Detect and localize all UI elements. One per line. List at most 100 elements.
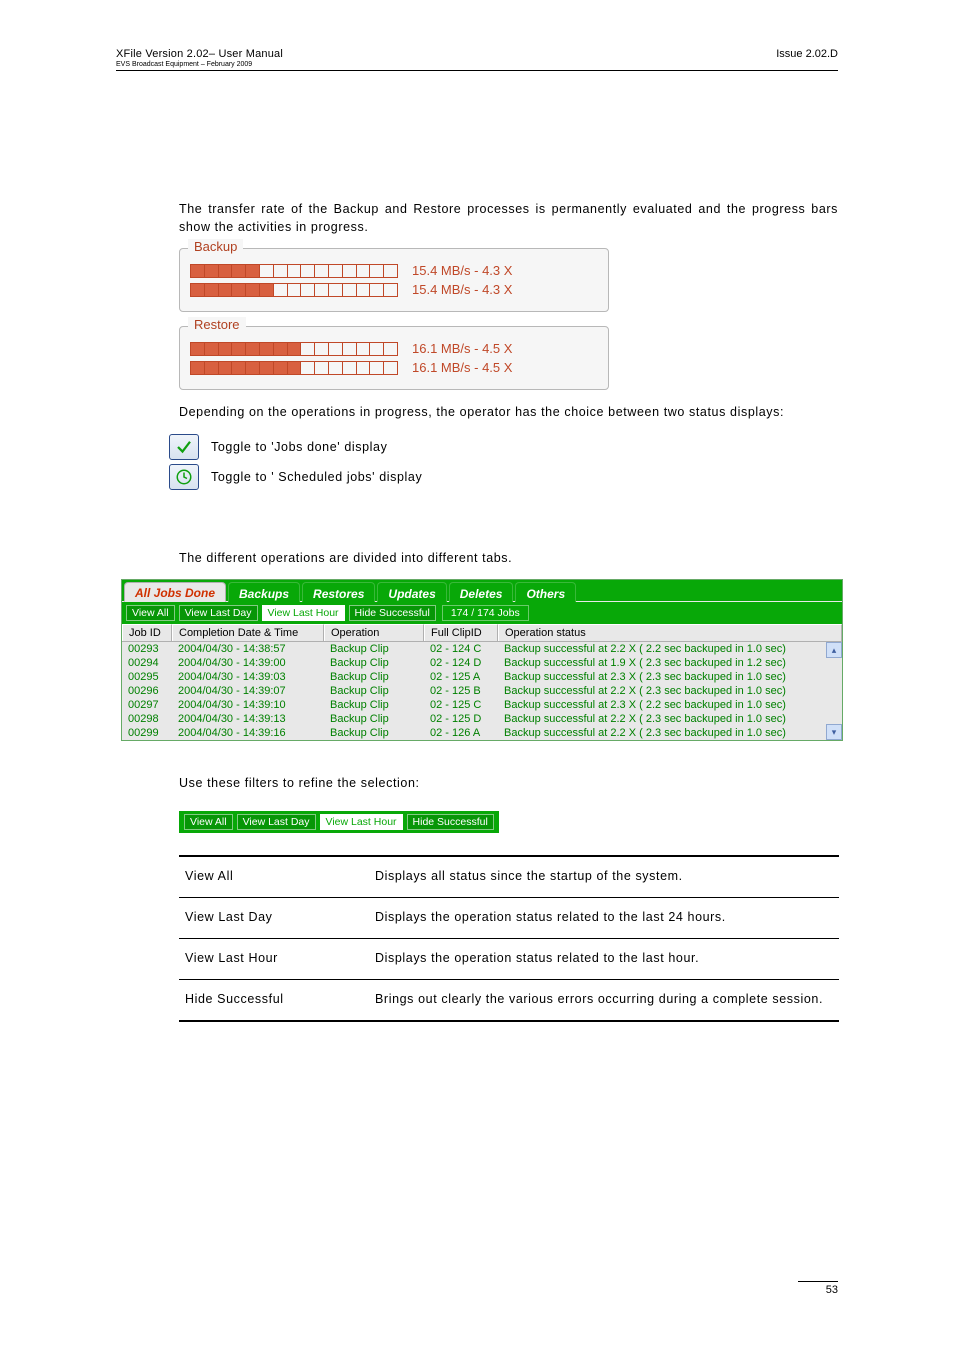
restore-panel: Restore 16.1 MB/s - 4.5 X16.1 MB/s - 4.5…	[179, 326, 609, 390]
cell: 00296	[122, 684, 172, 698]
tab-restores[interactable]: Restores	[302, 582, 375, 602]
page-header: XFile Version 2.02– User Manual EVS Broa…	[116, 48, 838, 71]
filter-strip-view-last-hour[interactable]: View Last Hour	[320, 814, 403, 830]
cell: Backup successful at 2.3 X ( 2.3 sec bac…	[498, 670, 826, 684]
table-row[interactable]: 002982004/04/30 - 14:39:13Backup Clip02 …	[122, 712, 826, 726]
column-header[interactable]: Operation	[324, 624, 424, 641]
tab-updates[interactable]: Updates	[377, 582, 446, 602]
check-icon[interactable]	[169, 434, 199, 460]
filter-view-all[interactable]: View All	[126, 605, 175, 621]
progress-row: 15.4 MB/s - 4.3 X	[190, 282, 598, 297]
filter-hide-successful[interactable]: Hide Successful	[349, 605, 436, 621]
cell: 00294	[122, 656, 172, 670]
header-left: XFile Version 2.02– User Manual EVS Broa…	[116, 48, 283, 68]
clock-icon[interactable]	[169, 464, 199, 490]
filter-strip-view-all[interactable]: View All	[184, 814, 233, 830]
cell: 2004/04/30 - 14:39:07	[172, 684, 324, 698]
filter-strip-view-last-day[interactable]: View Last Day	[237, 814, 316, 830]
jobs-table: All Jobs DoneBackupsRestoresUpdatesDelet…	[121, 579, 843, 741]
tab-others[interactable]: Others	[515, 582, 576, 602]
cell: 02 - 125 B	[424, 684, 498, 698]
progress-row: 15.4 MB/s - 4.3 X	[190, 263, 598, 278]
def-term: Hide Successful	[179, 979, 369, 1021]
table-row[interactable]: 002932004/04/30 - 14:38:57Backup Clip02 …	[122, 642, 826, 656]
progress-bar	[190, 283, 398, 297]
scroll-down-icon[interactable]: ▾	[826, 724, 842, 740]
cell: Backup Clip	[324, 642, 424, 656]
cell: Backup Clip	[324, 712, 424, 726]
progress-value: 16.1 MB/s - 4.5 X	[412, 360, 512, 375]
restore-legend: Restore	[188, 317, 246, 332]
def-desc: Displays all status since the startup of…	[369, 856, 839, 898]
def-term: View All	[179, 856, 369, 898]
filter-definitions-table: View AllDisplays all status since the st…	[179, 855, 839, 1022]
column-header[interactable]: Job ID	[122, 624, 172, 641]
cell: Backup Clip	[324, 670, 424, 684]
progress-bar	[190, 264, 398, 278]
cell: Backup Clip	[324, 698, 424, 712]
progress-bar	[190, 342, 398, 356]
column-header[interactable]: Completion Date & Time	[172, 624, 324, 641]
cell: Backup successful at 2.2 X ( 2.3 sec bac…	[498, 726, 826, 740]
grid-header: Job IDCompletion Date & TimeOperationFul…	[122, 624, 842, 642]
column-header[interactable]: Operation status	[498, 624, 842, 641]
def-desc: Displays the operation status related to…	[369, 897, 839, 938]
def-row: View AllDisplays all status since the st…	[179, 856, 839, 898]
filter-strip: View AllView Last DayView Last HourHide …	[179, 811, 499, 833]
filter-view-last-day[interactable]: View Last Day	[179, 605, 258, 621]
cell: 02 - 125 A	[424, 670, 498, 684]
table-row[interactable]: 002942004/04/30 - 14:39:00Backup Clip02 …	[122, 656, 826, 670]
progress-value: 15.4 MB/s - 4.3 X	[412, 282, 512, 297]
def-desc: Brings out clearly the various errors oc…	[369, 979, 839, 1021]
cell: 2004/04/30 - 14:39:13	[172, 712, 324, 726]
toggle-sched-row: Toggle to ' Scheduled jobs' display	[169, 464, 838, 490]
cell: Backup successful at 2.2 X ( 2.3 sec bac…	[498, 684, 826, 698]
backup-legend: Backup	[188, 239, 243, 254]
table-row[interactable]: 002972004/04/30 - 14:39:10Backup Clip02 …	[122, 698, 826, 712]
filters-row: View AllView Last DayView Last HourHide …	[122, 602, 842, 624]
page-number: 53	[798, 1281, 838, 1296]
scroll-up-icon[interactable]: ▴	[826, 642, 842, 658]
tab-deletes[interactable]: Deletes	[449, 582, 514, 602]
para-use-filters: Use these filters to refine the selectio…	[179, 775, 838, 793]
tab-backups[interactable]: Backups	[228, 582, 300, 602]
header-issue: Issue 2.02.D	[776, 48, 838, 60]
cell: Backup successful at 1.9 X ( 2.3 sec bac…	[498, 656, 826, 670]
cell: 2004/04/30 - 14:39:00	[172, 656, 324, 670]
def-term: View Last Hour	[179, 938, 369, 979]
cell: 02 - 124 D	[424, 656, 498, 670]
column-header[interactable]: Full ClipID	[424, 624, 498, 641]
backup-panel: Backup 15.4 MB/s - 4.3 X15.4 MB/s - 4.3 …	[179, 248, 609, 312]
header-title: XFile Version 2.02– User Manual	[116, 48, 283, 60]
cell: 00293	[122, 642, 172, 656]
cell: 2004/04/30 - 14:39:16	[172, 726, 324, 740]
cell: 2004/04/30 - 14:39:03	[172, 670, 324, 684]
cell: Backup Clip	[324, 726, 424, 740]
cell: Backup successful at 2.2 X ( 2.3 sec bac…	[498, 712, 826, 726]
page: XFile Version 2.02– User Manual EVS Broa…	[0, 0, 954, 1350]
def-row: View Last HourDisplays the operation sta…	[179, 938, 839, 979]
filter-view-last-hour[interactable]: View Last Hour	[262, 605, 345, 621]
def-row: Hide SuccessfulBrings out clearly the va…	[179, 979, 839, 1021]
def-row: View Last DayDisplays the operation stat…	[179, 897, 839, 938]
cell: 00297	[122, 698, 172, 712]
def-desc: Displays the operation status related to…	[369, 938, 839, 979]
toggle-sched-text: Toggle to ' Scheduled jobs' display	[211, 470, 422, 484]
table-row[interactable]: 002992004/04/30 - 14:39:16Backup Clip02 …	[122, 726, 826, 740]
table-row[interactable]: 002952004/04/30 - 14:39:03Backup Clip02 …	[122, 670, 826, 684]
table-row[interactable]: 002962004/04/30 - 14:39:07Backup Clip02 …	[122, 684, 826, 698]
cell: 02 - 126 A	[424, 726, 498, 740]
cell: Backup successful at 2.2 X ( 2.2 sec bac…	[498, 642, 826, 656]
filter-strip-hide-successful[interactable]: Hide Successful	[407, 814, 494, 830]
cell: Backup Clip	[324, 656, 424, 670]
header-subtitle: EVS Broadcast Equipment – February 2009	[116, 61, 283, 68]
progress-row: 16.1 MB/s - 4.5 X	[190, 360, 598, 375]
cell: 00299	[122, 726, 172, 740]
tab-all-jobs-done[interactable]: All Jobs Done	[124, 582, 226, 602]
tabs-row: All Jobs DoneBackupsRestoresUpdatesDelet…	[122, 580, 842, 602]
scrollbar[interactable]: ▴ ▾	[826, 642, 842, 740]
cell: 2004/04/30 - 14:39:10	[172, 698, 324, 712]
cell: 00298	[122, 712, 172, 726]
cell: 02 - 124 C	[424, 642, 498, 656]
progress-value: 15.4 MB/s - 4.3 X	[412, 263, 512, 278]
